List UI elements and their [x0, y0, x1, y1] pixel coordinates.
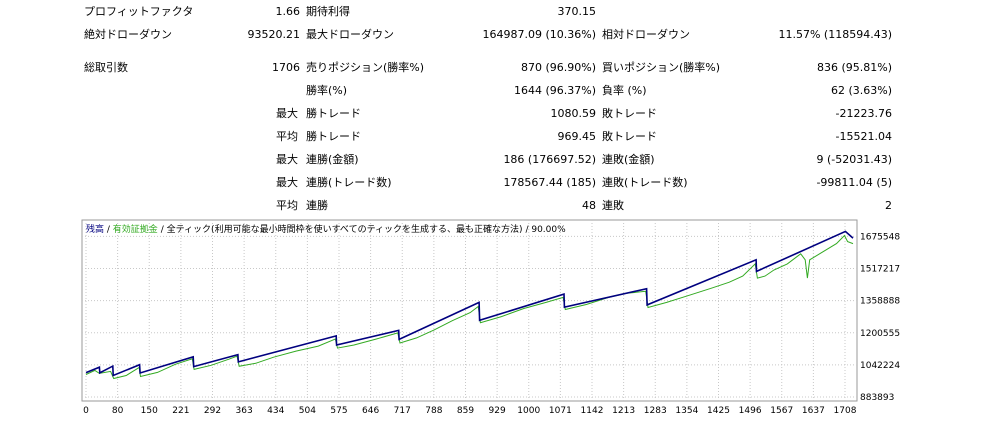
avg-consec-losses-label: 連敗: [602, 199, 624, 212]
x-tick-label: 1708: [834, 406, 857, 416]
loss-rate-value: 62 (3.63%): [830, 84, 892, 97]
x-tick-label: 292: [204, 406, 221, 416]
legend-sep-1: /: [107, 225, 113, 235]
y-tick-label: 1675548: [860, 232, 900, 242]
x-tick-label: 1142: [581, 406, 604, 416]
x-axis-labels: 0 80 150 221 292 363 434 504 575 646 717 788 859 929 1…: [83, 406, 857, 416]
max-prefix: 最大: [276, 107, 298, 120]
x-tick-label: 929: [489, 406, 506, 416]
avg-consec-wins-label: 連勝: [306, 199, 328, 212]
legend-equity: 有効証拠金: [113, 223, 158, 235]
win-rate-value: 1644 (96.37%): [513, 84, 596, 97]
x-tick-label: 150: [141, 406, 158, 416]
x-tick-label: 1071: [549, 406, 572, 416]
y-tick-label: 1517217: [860, 265, 900, 275]
y-tick-label: 1358888: [860, 297, 900, 307]
chart-legend: 残高 / 有効証拠金 / 全ティック(利用可能な最小時間枠を使いすべてのティック…: [86, 223, 566, 235]
x-tick-label: 80: [112, 406, 124, 416]
balance-series-line: [85, 230, 854, 377]
avg-win-value: 969.45: [557, 130, 597, 143]
x-tick-label: 1425: [707, 406, 730, 416]
x-tick-label: 1567: [770, 406, 793, 416]
long-positions-label: 買いポジション(勝率%): [602, 61, 721, 74]
equity-series-line: [85, 234, 854, 380]
avg-consec-losses-value: 2: [885, 199, 892, 212]
abs-drawdown-label: 絶対ドローダウン: [84, 28, 172, 41]
grid-vertical: [85, 220, 846, 401]
x-tick-label: 363: [236, 406, 253, 416]
x-tick-label: 1354: [675, 406, 698, 416]
max-consec-losses-trades-label: 連敗(トレード数): [602, 176, 688, 189]
x-tick-label: 221: [172, 406, 189, 416]
x-tick-label: 788: [425, 406, 442, 416]
max-consec-wins-amount-label: 連勝(金額): [306, 153, 359, 166]
x-tick-label: 575: [330, 406, 347, 416]
legend-balance: 残高: [86, 223, 104, 235]
y-tick-label: 883893: [860, 393, 894, 403]
avg-prefix: 平均: [276, 130, 298, 143]
x-tick-label: 1637: [802, 406, 825, 416]
max-win-label: 勝トレード: [306, 107, 361, 120]
max-consec-losses-amount-label: 連敗(金額): [602, 153, 655, 166]
y-axis-labels: 1675548 1517217 1358888 1200555 1042224 88389…: [860, 232, 900, 403]
win-rate-label: 勝率(%): [306, 84, 348, 97]
x-tick-label: 434: [267, 406, 284, 416]
max-consec-losses-trades-value: -99811.04 (5): [816, 176, 892, 189]
rel-drawdown-value: 11.57% (118594.43): [778, 28, 892, 41]
legend-mode: 全ティック(利用可能な最小時間枠を使いすべてのティックを生成する、最も正確な方法…: [167, 223, 523, 235]
short-positions-label: 売りポジション(勝率%): [306, 61, 425, 74]
x-tick-label: 859: [457, 406, 474, 416]
legend-sep-2: /: [161, 225, 167, 235]
max-consec-wins-amount-value: 186 (176697.52): [503, 153, 596, 166]
max-loss-label: 敗トレード: [602, 107, 657, 120]
max-prefix-2: 最大: [276, 153, 298, 166]
total-trades-value: 1706: [272, 61, 300, 74]
max-loss-value: -21223.76: [835, 107, 892, 120]
y-tick-label: 1200555: [860, 329, 900, 339]
max-drawdown-value: 164987.09 (10.36%): [482, 28, 596, 41]
x-tick-label: 1213: [612, 406, 635, 416]
profit-factor-label: プロフィットファクタ: [84, 5, 194, 18]
avg-loss-label: 敗トレード: [602, 130, 657, 143]
avg-loss-value: -15521.04: [835, 130, 892, 143]
short-positions-value: 870 (96.90%): [520, 61, 596, 74]
total-trades-label: 総取引数: [84, 61, 128, 74]
expected-payoff-label: 期待利得: [306, 5, 350, 18]
max-win-value: 1080.59: [550, 107, 597, 120]
legend-quality: 90.00%: [531, 225, 566, 235]
max-consec-wins-trades-value: 178567.44 (185): [503, 176, 596, 189]
max-consec-wins-trades-label: 連勝(トレード数): [306, 176, 392, 189]
loss-rate-label: 負率 (%): [602, 84, 647, 97]
y-tick-label: 1042224: [860, 361, 900, 371]
max-drawdown-label: 最大ドローダウン: [306, 28, 394, 41]
legend-sep-3: /: [525, 225, 531, 235]
avg-prefix-2: 平均: [276, 199, 298, 212]
x-tick-label: 717: [394, 406, 411, 416]
avg-consec-wins-value: 48: [582, 199, 596, 212]
profit-factor-value: 1.66: [275, 5, 301, 18]
plot-frame: [81, 219, 858, 402]
x-tick-label: 504: [299, 406, 316, 416]
x-tick-label: 0: [83, 406, 89, 416]
x-tick-label: 1000: [517, 406, 540, 416]
expected-payoff-value: 370.15: [557, 5, 597, 18]
max-consec-losses-amount-value: 9 (-52031.43): [816, 153, 892, 166]
x-tick-label: 1283: [644, 406, 667, 416]
long-positions-value: 836 (95.81%): [816, 61, 892, 74]
x-tick-label: 646: [362, 406, 379, 416]
rel-drawdown-label: 相対ドローダウン: [602, 28, 690, 41]
max-prefix-3: 最大: [276, 176, 298, 189]
abs-drawdown-value: 93520.21: [247, 28, 301, 41]
avg-win-label: 勝トレード: [306, 130, 361, 143]
x-tick-label: 1496: [739, 406, 762, 416]
